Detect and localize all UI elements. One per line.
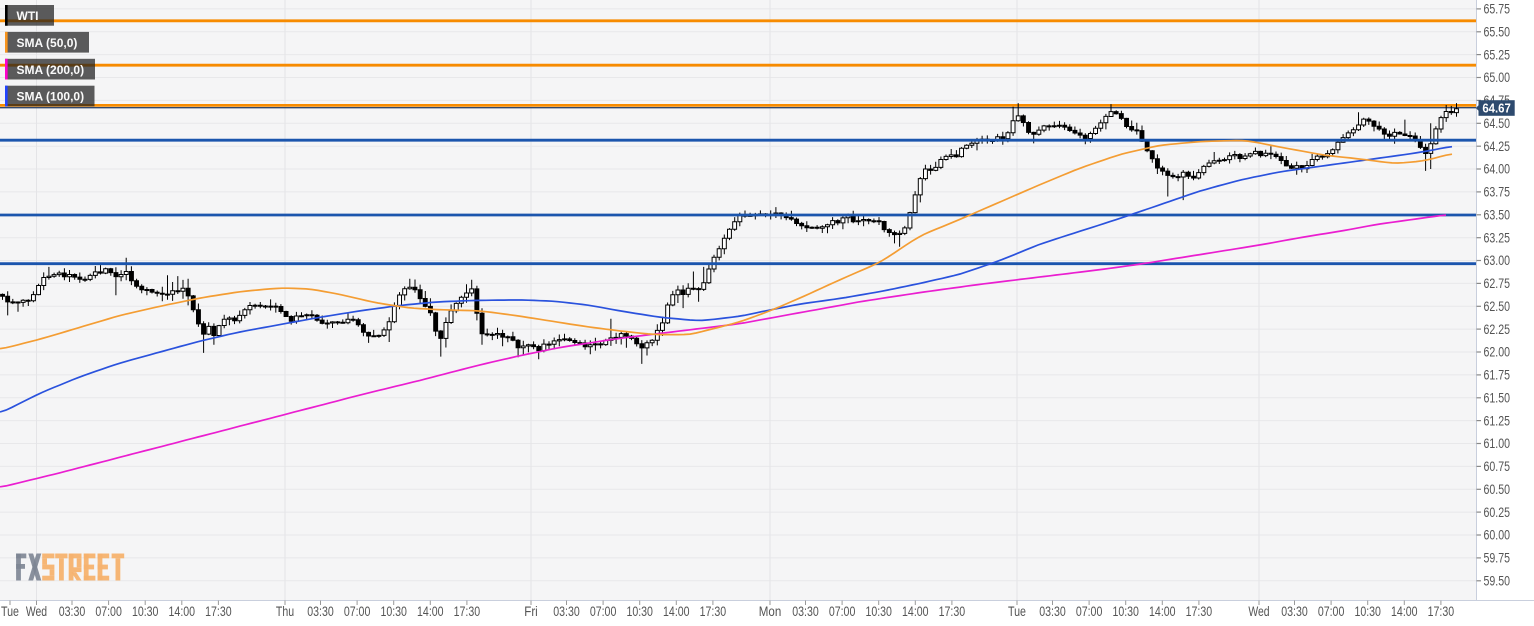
svg-text:03:30: 03:30 [553, 604, 580, 619]
svg-text:61.50: 61.50 [1484, 391, 1511, 406]
svg-text:61.00: 61.00 [1484, 436, 1511, 451]
svg-text:63.25: 63.25 [1484, 230, 1511, 245]
svg-text:03:30: 03:30 [59, 604, 86, 619]
svg-text:62.00: 62.00 [1484, 345, 1511, 360]
svg-text:03:30: 03:30 [1281, 604, 1308, 619]
svg-text:SMA (50,0): SMA (50,0) [17, 36, 78, 50]
svg-text:64.00: 64.00 [1484, 162, 1511, 177]
svg-text:Wed: Wed [26, 604, 47, 619]
svg-text:Fri: Fri [524, 604, 538, 619]
svg-text:10:30: 10:30 [865, 604, 892, 619]
svg-text:14:00: 14:00 [169, 604, 196, 619]
svg-text:60.25: 60.25 [1484, 505, 1511, 520]
svg-text:Tue: Tue [1, 604, 19, 619]
svg-text:14:00: 14:00 [902, 604, 929, 619]
svg-text:07:00: 07:00 [95, 604, 122, 619]
svg-text:10:30: 10:30 [626, 604, 653, 619]
svg-text:65.00: 65.00 [1484, 70, 1511, 85]
svg-text:17:30: 17:30 [700, 604, 727, 619]
svg-text:65.25: 65.25 [1484, 47, 1511, 62]
svg-text:62.25: 62.25 [1484, 322, 1511, 337]
svg-text:Wed: Wed [1248, 604, 1269, 619]
svg-text:14:00: 14:00 [417, 604, 444, 619]
svg-text:63.75: 63.75 [1484, 185, 1511, 200]
svg-text:14:00: 14:00 [1149, 604, 1176, 619]
svg-text:07:00: 07:00 [1318, 604, 1345, 619]
svg-text:59.50: 59.50 [1484, 574, 1511, 589]
svg-text:64.67: 64.67 [1482, 101, 1511, 115]
svg-text:Tue: Tue [1008, 604, 1026, 619]
svg-text:Mon: Mon [759, 604, 782, 619]
svg-text:07:00: 07:00 [344, 604, 371, 619]
svg-text:14:00: 14:00 [1391, 604, 1418, 619]
svg-text:62.50: 62.50 [1484, 299, 1511, 314]
svg-text:60.75: 60.75 [1484, 459, 1511, 474]
svg-text:17:30: 17:30 [205, 604, 232, 619]
svg-text:SMA (100,0): SMA (100,0) [17, 90, 85, 104]
svg-text:Thu: Thu [276, 604, 294, 619]
svg-text:10:30: 10:30 [132, 604, 159, 619]
svg-text:61.25: 61.25 [1484, 413, 1511, 428]
svg-text:60.50: 60.50 [1484, 482, 1511, 497]
svg-text:65.50: 65.50 [1484, 25, 1511, 40]
svg-text:17:30: 17:30 [1428, 604, 1455, 619]
svg-text:64.50: 64.50 [1484, 116, 1511, 131]
svg-text:03:30: 03:30 [307, 604, 334, 619]
svg-text:SMA (200,0): SMA (200,0) [17, 63, 85, 77]
svg-text:03:30: 03:30 [792, 604, 819, 619]
svg-text:WTI: WTI [17, 9, 39, 23]
svg-text:10:30: 10:30 [1354, 604, 1381, 619]
svg-text:59.75: 59.75 [1484, 551, 1511, 566]
svg-text:07:00: 07:00 [1076, 604, 1103, 619]
svg-text:10:30: 10:30 [380, 604, 407, 619]
svg-text:17:30: 17:30 [1186, 604, 1213, 619]
svg-text:60.00: 60.00 [1484, 528, 1511, 543]
svg-text:10:30: 10:30 [1112, 604, 1139, 619]
svg-text:63.00: 63.00 [1484, 253, 1511, 268]
svg-text:65.75: 65.75 [1484, 2, 1511, 17]
svg-text:17:30: 17:30 [454, 604, 481, 619]
svg-text:03:30: 03:30 [1039, 604, 1066, 619]
svg-text:07:00: 07:00 [590, 604, 617, 619]
svg-text:61.75: 61.75 [1484, 368, 1511, 383]
svg-text:62.75: 62.75 [1484, 276, 1511, 291]
svg-text:17:30: 17:30 [939, 604, 966, 619]
svg-text:63.50: 63.50 [1484, 208, 1511, 223]
svg-text:14:00: 14:00 [663, 604, 690, 619]
svg-text:64.25: 64.25 [1484, 139, 1511, 154]
svg-text:07:00: 07:00 [829, 604, 856, 619]
